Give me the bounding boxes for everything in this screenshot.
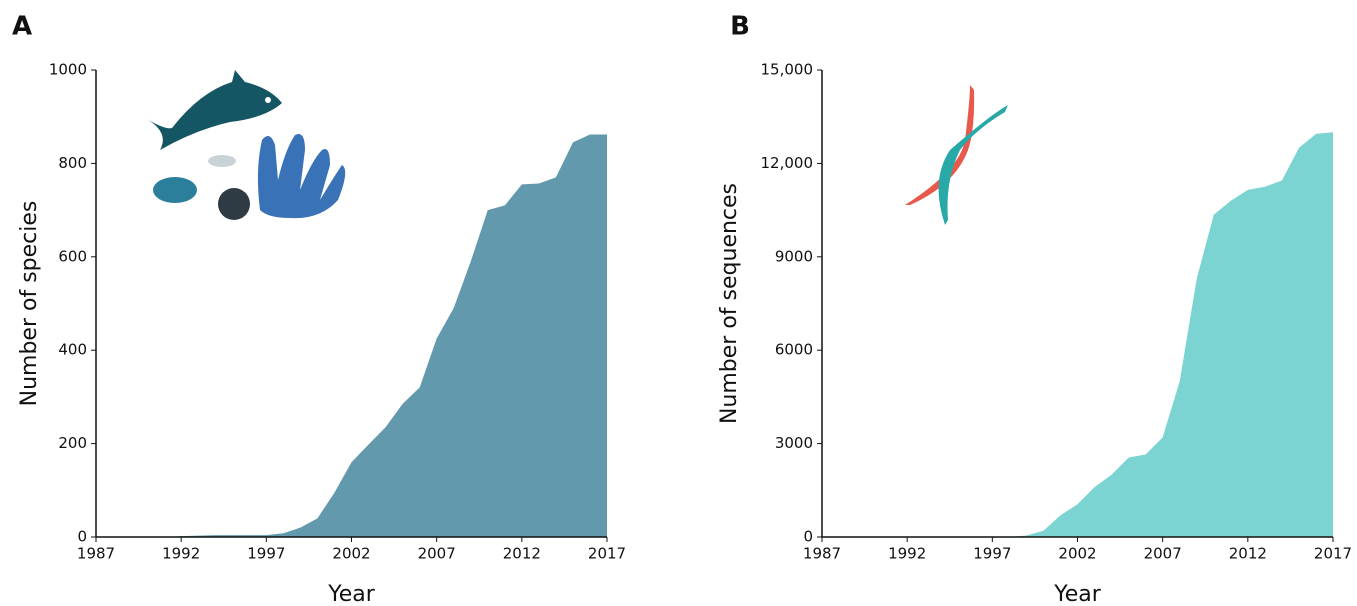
x-tick-label: 1992 — [162, 545, 200, 563]
x-tick-label: 2012 — [1229, 545, 1267, 563]
icon-dna — [905, 85, 1008, 225]
y-tick-label: 0 — [77, 528, 87, 546]
y-tick-label: 400 — [58, 341, 87, 359]
y-tick-label: 9000 — [775, 247, 813, 265]
x-tick-label: 1997 — [247, 545, 285, 563]
y-tick-label: 800 — [58, 154, 87, 172]
y-axis-label: Number of species — [17, 201, 42, 407]
y-axis-label: Number of sequences — [717, 183, 742, 424]
y-tick-label: 15,000 — [761, 61, 814, 79]
panel-label: B — [730, 12, 750, 42]
y-tick-label: 0 — [803, 528, 813, 546]
y-tick-label: 6000 — [775, 341, 813, 359]
area — [822, 132, 1333, 537]
x-tick-label: 2012 — [503, 545, 541, 563]
y-tick-label: 600 — [58, 247, 87, 265]
x-axis-label: Year — [327, 582, 376, 606]
x-tick-label: 1987 — [77, 545, 115, 563]
x-tick-label: 2002 — [332, 545, 370, 563]
x-tick-label: 1992 — [888, 545, 926, 563]
y-tick-label: 1000 — [49, 61, 87, 79]
y-tick-label: 3000 — [775, 434, 813, 452]
x-tick-label: 1997 — [973, 545, 1011, 563]
icons-a — [145, 70, 345, 220]
figure: 0 200 400 600 800 1000 1987 1992 1997 2002 2007 201… — [0, 0, 1357, 606]
x-tick-label: 2017 — [1314, 545, 1352, 563]
y-tick-label: 200 — [58, 434, 87, 452]
x-axis-label: Year — [1053, 582, 1102, 606]
panel-label: A — [12, 12, 32, 42]
x-tick-label: 2017 — [588, 545, 626, 563]
x-tick-label: 1987 — [803, 545, 841, 563]
x-tick-label: 2007 — [1144, 545, 1182, 563]
x-tick-label: 2002 — [1058, 545, 1096, 563]
y-tick-label: 12,000 — [761, 154, 814, 172]
x-tick-label: 2007 — [418, 545, 456, 563]
